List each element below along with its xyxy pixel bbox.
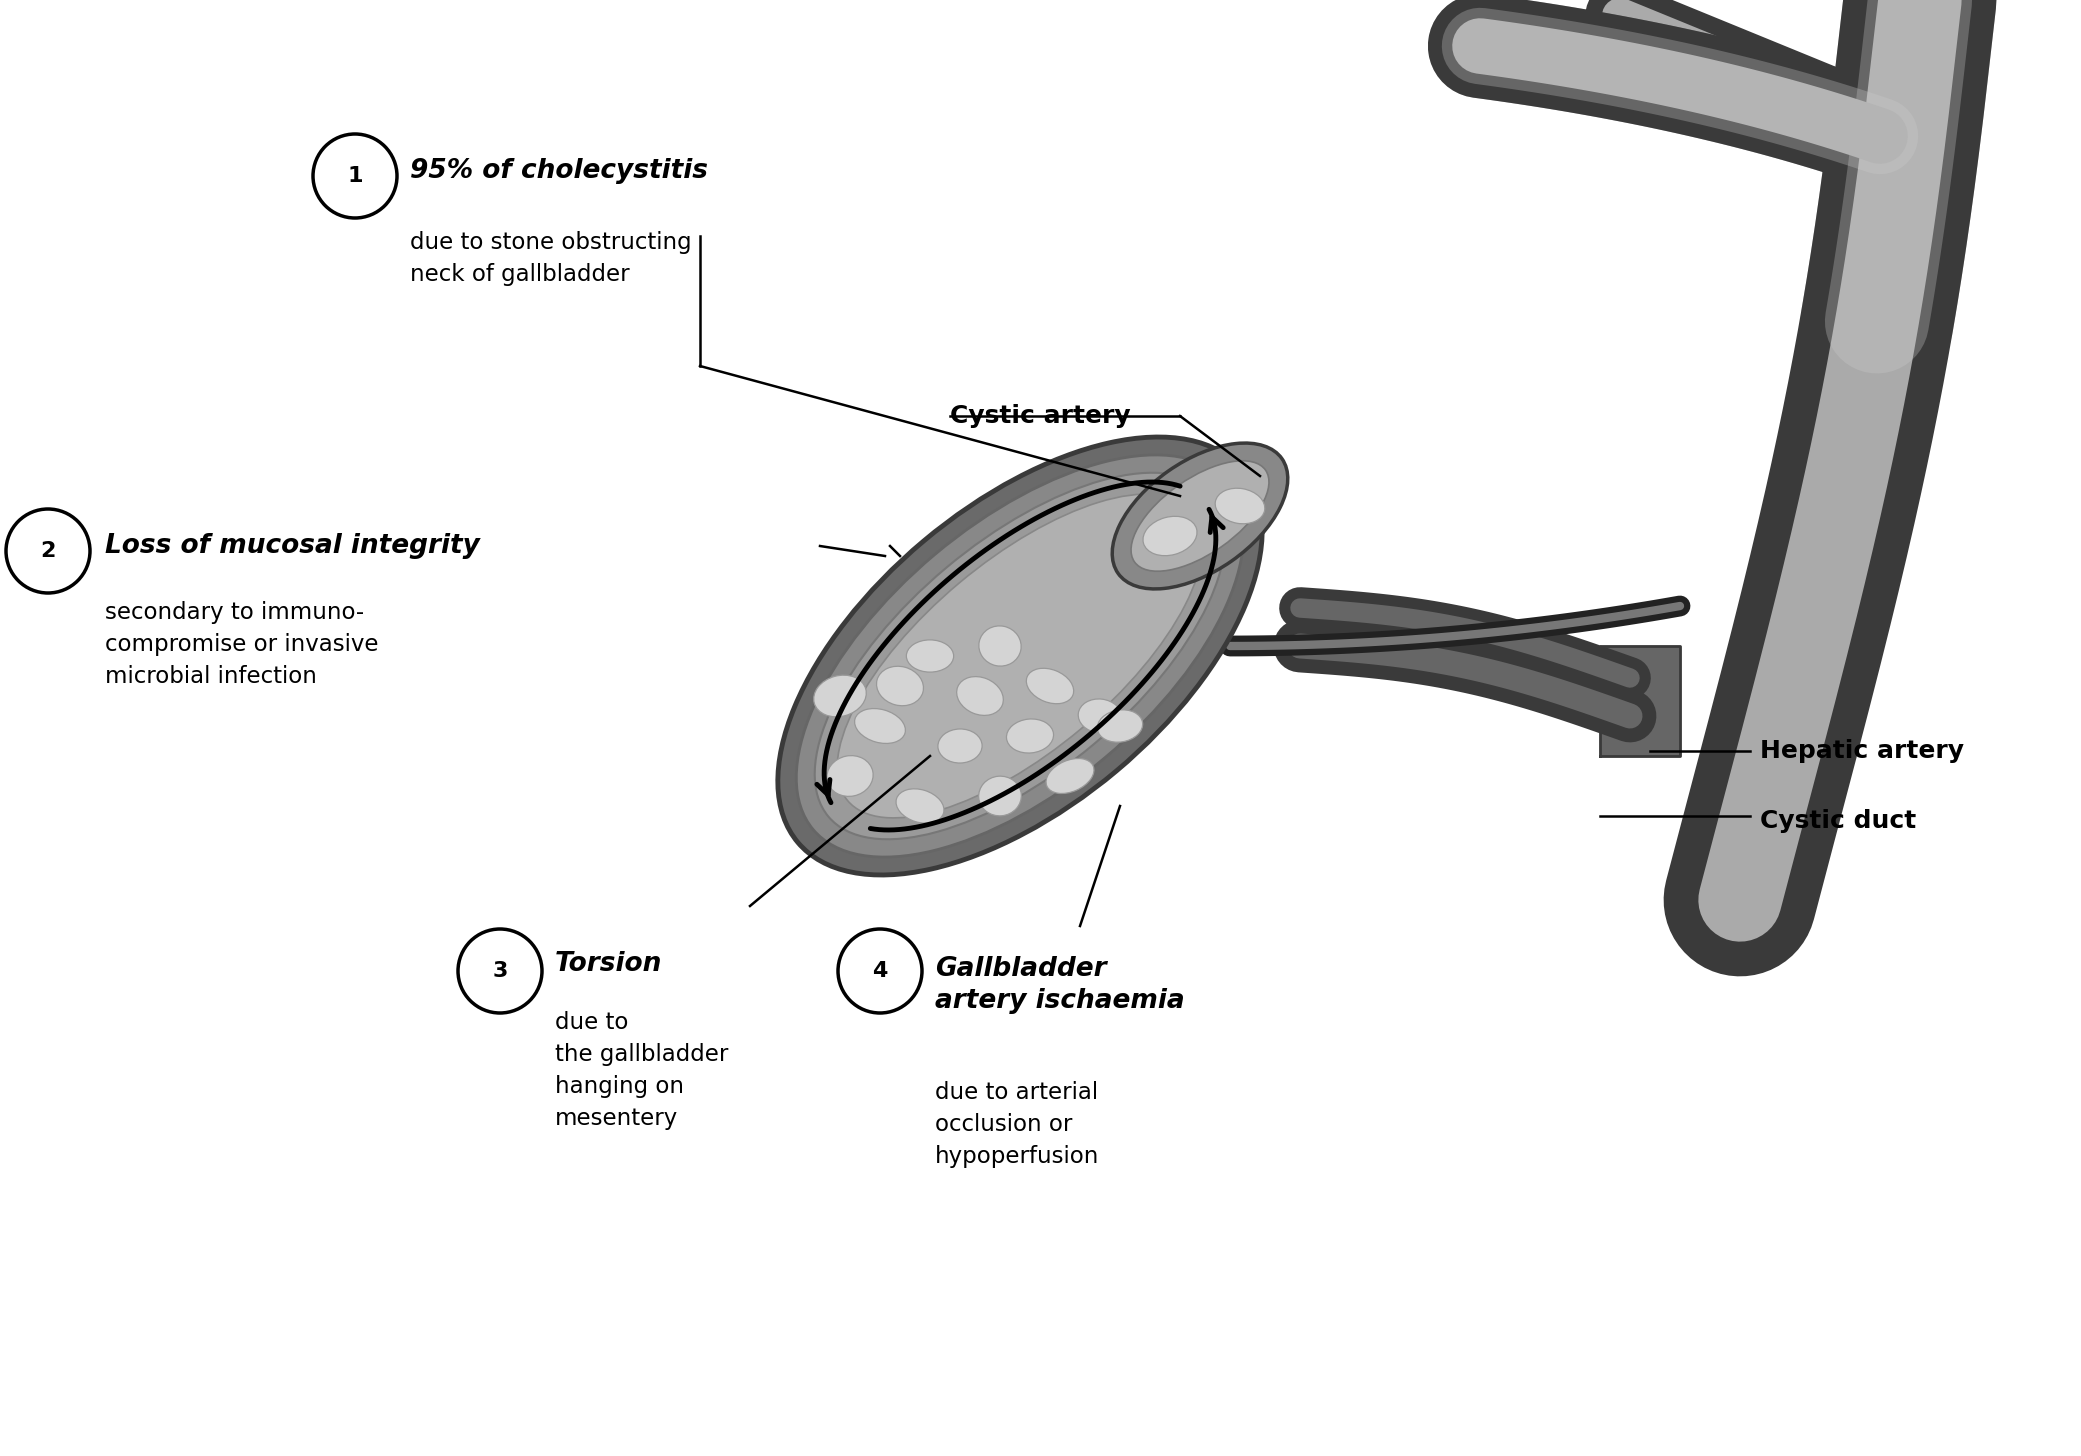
Text: due to
the gallbladder
hanging on
mesentery: due to the gallbladder hanging on mesent…: [556, 1010, 728, 1130]
Ellipse shape: [907, 639, 953, 673]
Ellipse shape: [814, 676, 866, 716]
Ellipse shape: [1142, 517, 1197, 556]
Circle shape: [839, 929, 922, 1013]
Ellipse shape: [797, 454, 1244, 858]
Circle shape: [458, 929, 541, 1013]
Ellipse shape: [826, 756, 874, 796]
Text: Cystic duct: Cystic duct: [1761, 810, 1917, 833]
Ellipse shape: [855, 709, 905, 744]
Text: 4: 4: [872, 961, 889, 981]
Text: Torsion: Torsion: [556, 951, 662, 977]
Text: Gallbladder
artery ischaemia: Gallbladder artery ischaemia: [934, 957, 1184, 1013]
Circle shape: [6, 510, 89, 593]
Circle shape: [312, 134, 397, 218]
Ellipse shape: [837, 494, 1203, 818]
Text: 1: 1: [348, 166, 362, 186]
Text: secondary to immuno-
compromise or invasive
microbial infection: secondary to immuno- compromise or invas…: [104, 601, 379, 689]
Ellipse shape: [1215, 488, 1265, 524]
Ellipse shape: [978, 626, 1022, 665]
Text: due to stone obstructing
neck of gallbladder: due to stone obstructing neck of gallbla…: [410, 232, 691, 285]
Ellipse shape: [1007, 719, 1053, 753]
Polygon shape: [1600, 646, 1679, 756]
Ellipse shape: [1097, 711, 1142, 743]
Text: Hepatic artery: Hepatic artery: [1761, 740, 1964, 763]
Ellipse shape: [778, 437, 1263, 875]
Text: Cystic artery: Cystic artery: [951, 403, 1130, 428]
Ellipse shape: [876, 667, 924, 706]
Ellipse shape: [1047, 759, 1095, 794]
Ellipse shape: [1078, 699, 1122, 732]
Ellipse shape: [978, 776, 1022, 815]
Ellipse shape: [1111, 443, 1288, 588]
Ellipse shape: [957, 677, 1003, 715]
Text: due to arterial
occlusion or
hypoperfusion: due to arterial occlusion or hypoperfusi…: [934, 1080, 1099, 1168]
Ellipse shape: [897, 789, 945, 823]
Ellipse shape: [1026, 668, 1074, 703]
Ellipse shape: [1132, 460, 1269, 571]
Ellipse shape: [816, 473, 1226, 839]
Text: 3: 3: [493, 961, 508, 981]
Text: 2: 2: [40, 542, 56, 561]
Ellipse shape: [939, 729, 982, 763]
Text: Loss of mucosal integrity: Loss of mucosal integrity: [104, 533, 481, 559]
Text: 95% of cholecystitis: 95% of cholecystitis: [410, 159, 708, 183]
